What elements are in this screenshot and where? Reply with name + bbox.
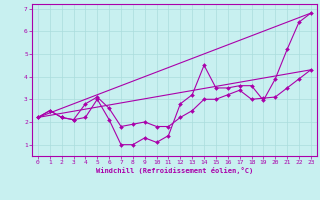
X-axis label: Windchill (Refroidissement éolien,°C): Windchill (Refroidissement éolien,°C) — [96, 167, 253, 174]
